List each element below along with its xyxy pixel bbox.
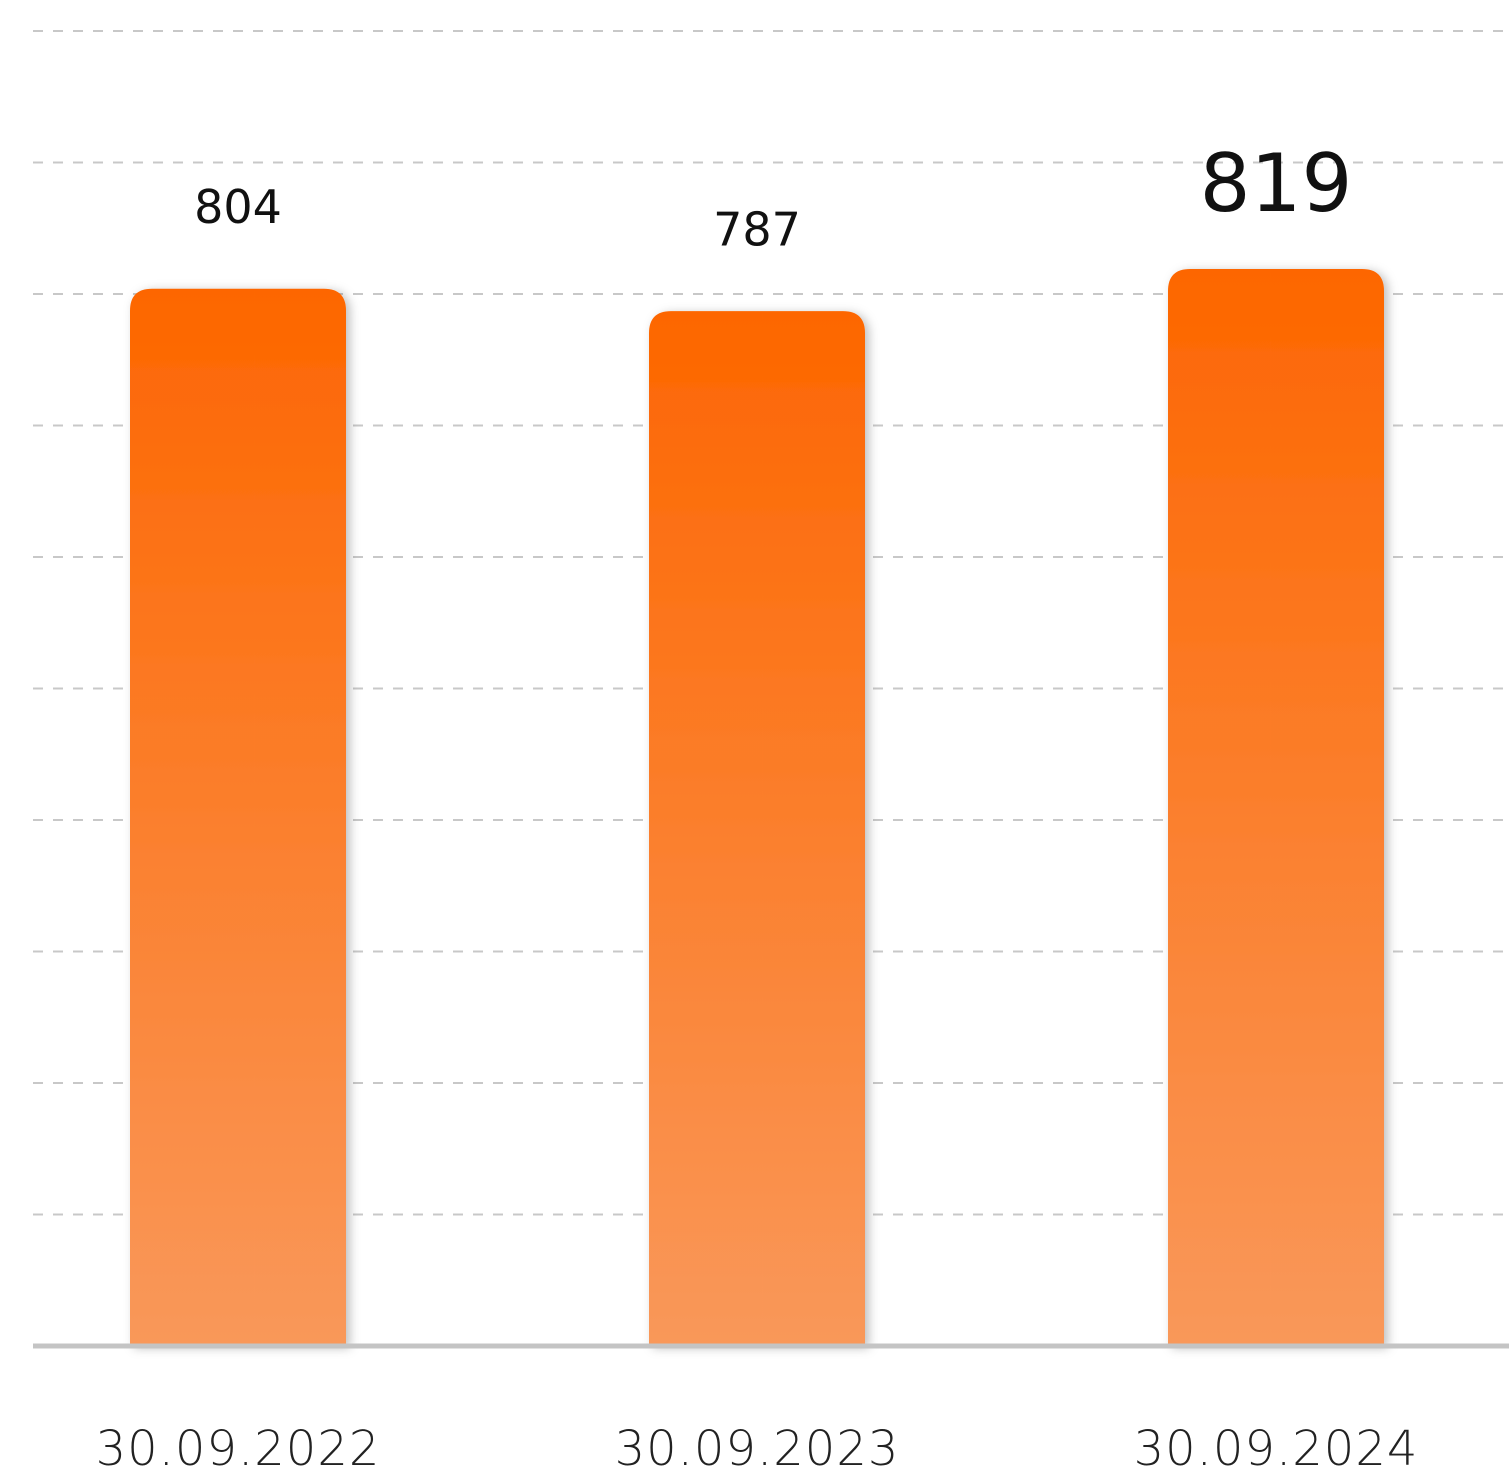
- x-tick-label: 30.09.2024: [1134, 1421, 1419, 1477]
- bar: [1168, 269, 1384, 1346]
- x-tick-label: 30.09.2022: [96, 1421, 381, 1477]
- value-label: 819: [1200, 137, 1353, 230]
- x-tick-label: 30.09.2023: [615, 1421, 900, 1477]
- bar: [130, 288, 346, 1346]
- value-label: 804: [194, 180, 282, 234]
- value-label: 787: [713, 203, 801, 257]
- bar: [649, 311, 865, 1347]
